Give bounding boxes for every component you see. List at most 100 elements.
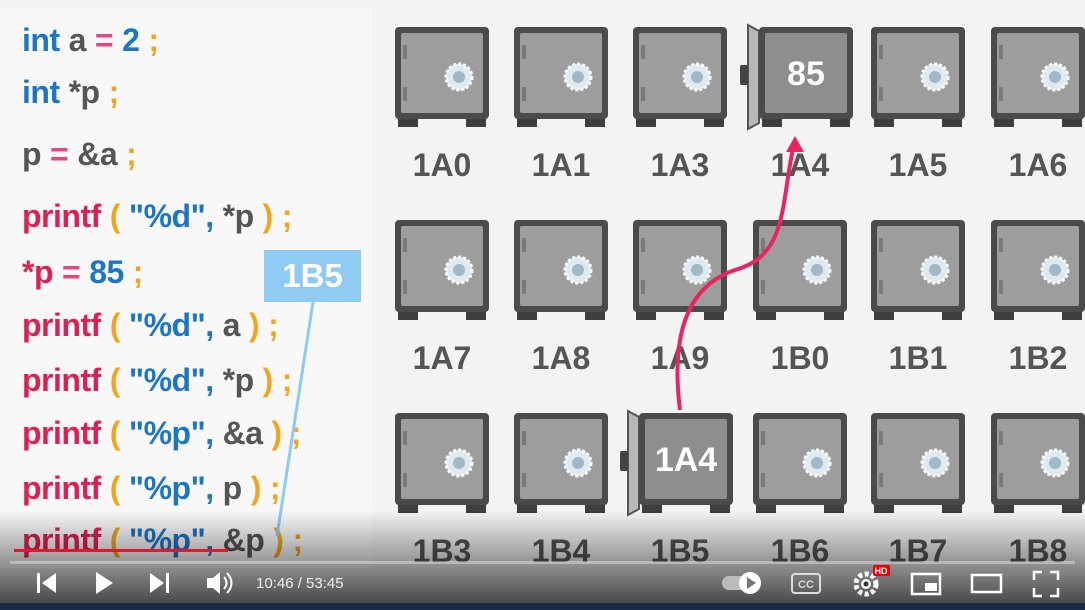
safe: [633, 27, 727, 127]
safe-foot: [1062, 503, 1082, 513]
safe-foot: [704, 310, 724, 320]
code-token: a: [68, 22, 87, 58]
safe: [395, 413, 489, 513]
safe-foot: [994, 503, 1014, 513]
hinge: [999, 238, 1003, 252]
code-token: ;: [108, 74, 120, 110]
code-token: ;: [268, 307, 279, 343]
code-token: &a: [222, 415, 263, 451]
code-token: "%d",: [128, 362, 214, 398]
safe-panel: [639, 33, 721, 113]
safe-foot: [517, 117, 537, 127]
hinge: [522, 238, 526, 252]
hinge: [999, 87, 1003, 101]
code-token: int: [22, 22, 60, 58]
pointer-arrow: [675, 139, 797, 411]
code-token: ;: [281, 198, 293, 234]
code-token: (: [109, 307, 121, 343]
safe-dial-center: [453, 457, 465, 469]
safe-dial-center: [691, 264, 703, 276]
hinge: [403, 87, 407, 101]
safe-panel: [520, 226, 602, 306]
hinge: [761, 238, 765, 252]
hinge: [641, 238, 645, 252]
safe-content: 85: [787, 55, 825, 93]
left-controls: [37, 572, 233, 594]
safe-content: 1A4: [655, 441, 717, 479]
settings-button[interactable]: HD: [853, 565, 890, 597]
pointer-value-box: 1B5: [264, 250, 361, 302]
safe-foot: [942, 310, 962, 320]
safe-foot: [704, 117, 724, 127]
safe-dial-center: [929, 457, 941, 469]
code-token: ;: [148, 22, 159, 58]
next-button[interactable]: [150, 573, 169, 593]
hd-badge: HD: [875, 566, 888, 576]
code-token: printf: [22, 362, 101, 398]
code-token: printf: [22, 307, 101, 343]
code-token: ): [271, 415, 283, 451]
safe-foot: [710, 503, 730, 513]
safe-panel: [401, 33, 483, 113]
theater-button[interactable]: [970, 573, 1003, 594]
code-token: (: [109, 415, 121, 451]
code-line: printf("%d", *p);: [22, 198, 301, 235]
cc-button[interactable]: CC: [791, 573, 821, 594]
autoplay-toggle[interactable]: [722, 572, 761, 594]
safe-foot: [874, 117, 894, 127]
safe: [871, 27, 965, 127]
safe-dial-center: [1049, 71, 1061, 83]
safe: [633, 220, 727, 320]
hinge: [403, 280, 407, 294]
hinge: [761, 280, 765, 294]
safe-foot: [762, 117, 782, 127]
code-token: "%d",: [128, 307, 214, 343]
safe-dial-center: [929, 264, 941, 276]
safe-foot: [466, 117, 486, 127]
play-button[interactable]: [96, 572, 113, 594]
safe-panel: [997, 226, 1079, 306]
fullscreen-button[interactable]: [1032, 570, 1060, 598]
code-token: ;: [290, 415, 302, 451]
miniplayer-button[interactable]: [910, 572, 942, 596]
safe-dial-center: [453, 264, 465, 276]
safe-address: 1A6: [1009, 147, 1068, 183]
hinge: [879, 87, 883, 101]
safe-foot: [824, 503, 844, 513]
code-token: ;: [269, 470, 281, 506]
safes: 1A01A11A3851A41A51A61A71A81A91B01B11B21B…: [395, 23, 1085, 569]
safe-dial-center: [811, 457, 823, 469]
hinge: [403, 238, 407, 252]
code-token: ;: [281, 362, 293, 398]
code-line: p = &a;: [22, 136, 145, 173]
hinge: [999, 280, 1003, 294]
safe-foot: [466, 503, 486, 513]
safe-panel: [877, 226, 959, 306]
safe-foot: [466, 310, 486, 320]
door-handle: [740, 65, 748, 85]
safe-foot: [398, 310, 418, 320]
hinge: [641, 87, 645, 101]
safe-address: 1A0: [413, 147, 472, 183]
safe: 85: [740, 23, 853, 131]
safe-foot: [517, 503, 537, 513]
code-token: 85: [89, 254, 124, 290]
hinge: [879, 45, 883, 59]
code-line: *p = 85;: [22, 254, 152, 291]
safe-dial-center: [929, 71, 941, 83]
safe: [395, 27, 489, 127]
prev-button[interactable]: [37, 573, 56, 593]
safe-foot: [756, 310, 776, 320]
safe-dial-center: [1049, 457, 1061, 469]
safe-address: 1B2: [1009, 340, 1068, 376]
safe: [991, 220, 1085, 320]
safe-foot: [585, 503, 605, 513]
volume-button[interactable]: [207, 572, 233, 594]
safe-foot: [1062, 117, 1082, 127]
progress-track[interactable]: [10, 561, 1075, 564]
code-token: "%p",: [128, 415, 214, 451]
arrow-head: [786, 136, 804, 152]
safe-foot: [398, 117, 418, 127]
hinge: [879, 473, 883, 487]
